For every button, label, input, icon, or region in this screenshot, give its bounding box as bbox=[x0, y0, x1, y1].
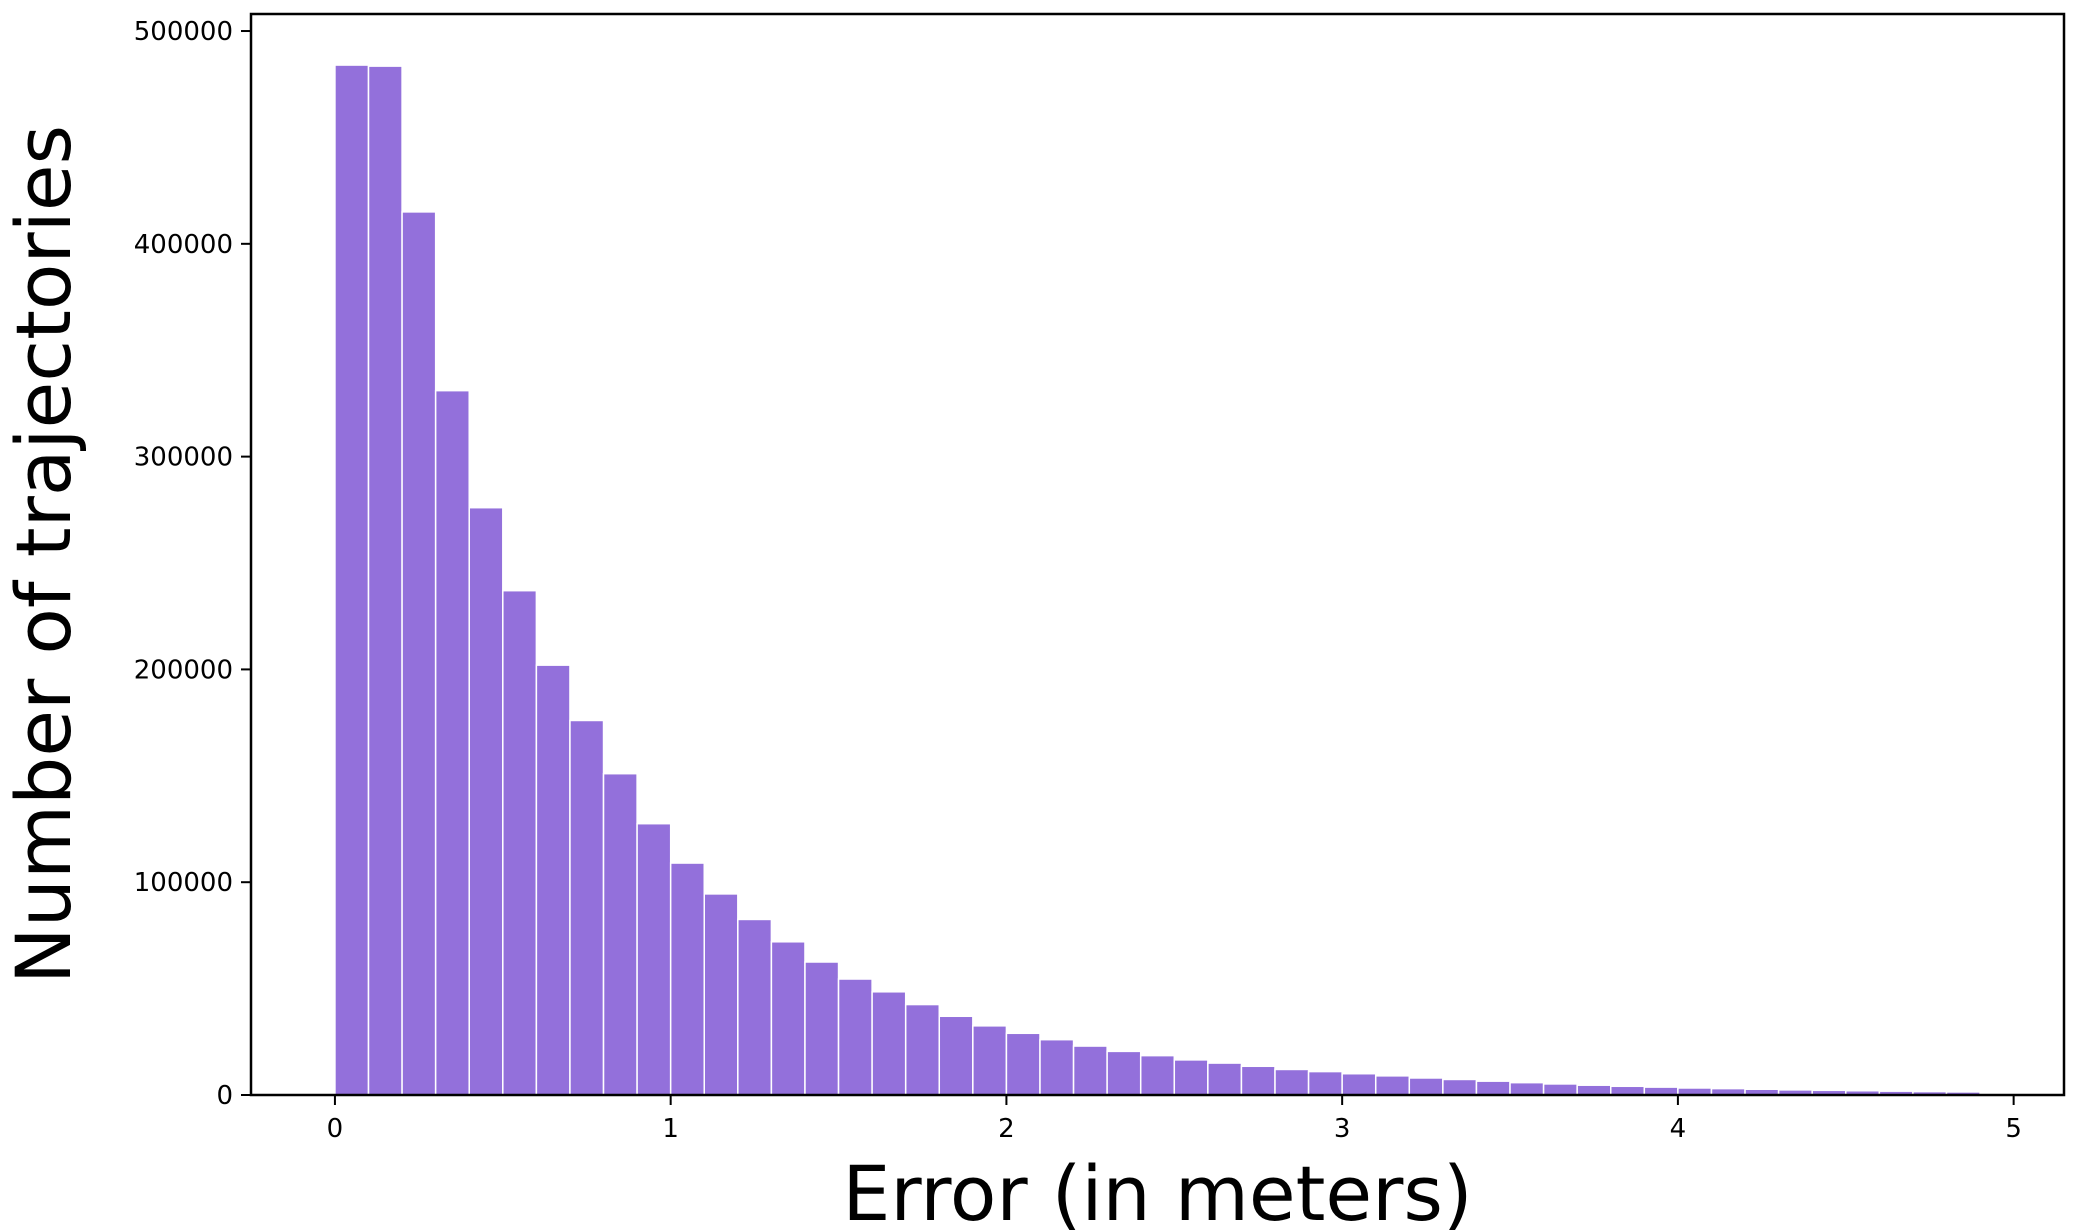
y-tick-label: 100000 bbox=[134, 868, 233, 898]
histogram-bar bbox=[1576, 1084, 1612, 1096]
y-axis-title: Number of trajectories bbox=[0, 125, 88, 984]
histogram-bar bbox=[502, 589, 538, 1096]
histogram-bar bbox=[367, 65, 403, 1096]
histogram-bar bbox=[1374, 1075, 1411, 1096]
y-tick-label: 400000 bbox=[134, 230, 233, 260]
histogram-bars bbox=[334, 64, 1981, 1096]
histogram-bar bbox=[1274, 1068, 1310, 1096]
histogram-bar bbox=[804, 961, 840, 1096]
x-tick-label: 2 bbox=[998, 1114, 1015, 1144]
histogram-bar bbox=[1509, 1081, 1545, 1096]
histogram-bar bbox=[737, 918, 773, 1096]
histogram-bar bbox=[636, 822, 672, 1096]
axis-ticks: 0 1 2 3 4 5 0 100000 200000 300000 400000 500000 bbox=[134, 17, 2022, 1144]
plot-frame bbox=[249, 12, 2066, 1097]
y-tick-label: 500000 bbox=[134, 17, 233, 47]
histogram-bar bbox=[434, 389, 470, 1096]
histogram-bar bbox=[334, 64, 370, 1096]
histogram-bar bbox=[703, 893, 739, 1096]
x-tick-label: 3 bbox=[1334, 1114, 1351, 1144]
histogram-bar bbox=[1039, 1038, 1075, 1096]
x-tick-label: 5 bbox=[2005, 1114, 2022, 1144]
histogram-bar bbox=[1307, 1070, 1343, 1096]
histogram-bar bbox=[1408, 1077, 1444, 1096]
histogram-bar bbox=[1542, 1083, 1578, 1096]
y-tick-label: 0 bbox=[216, 1081, 233, 1111]
histogram-bar bbox=[837, 978, 873, 1096]
y-tick-label: 200000 bbox=[134, 655, 233, 685]
histogram-bar bbox=[1442, 1078, 1478, 1096]
histogram-bar bbox=[1207, 1062, 1243, 1096]
histogram-bar bbox=[770, 941, 806, 1096]
x-axis-title: Error (in meters) bbox=[842, 1149, 1472, 1232]
histogram-bar bbox=[468, 506, 504, 1096]
histogram-bar bbox=[1240, 1065, 1276, 1096]
x-tick-label: 0 bbox=[327, 1114, 344, 1144]
histogram-bar bbox=[1173, 1059, 1209, 1096]
histogram-bar bbox=[401, 211, 437, 1096]
x-tick-label: 1 bbox=[662, 1114, 679, 1144]
histogram-bar bbox=[904, 1003, 941, 1096]
histogram-bar bbox=[1072, 1045, 1108, 1096]
histogram-bar bbox=[602, 772, 638, 1096]
y-tick-label: 300000 bbox=[134, 443, 233, 473]
histogram-bar bbox=[972, 1025, 1008, 1096]
histogram-bar bbox=[1005, 1032, 1041, 1096]
x-tick-label: 4 bbox=[1670, 1114, 1687, 1144]
histogram-bar bbox=[669, 862, 705, 1096]
histogram-bar bbox=[871, 991, 907, 1096]
histogram-bar bbox=[1475, 1080, 1511, 1096]
histogram-bar bbox=[938, 1015, 974, 1096]
histogram-bar bbox=[1341, 1072, 1377, 1096]
histogram-bar bbox=[1139, 1054, 1176, 1096]
histogram-bar bbox=[569, 719, 605, 1096]
histogram-bar bbox=[535, 664, 571, 1096]
histogram-bar bbox=[1610, 1085, 1646, 1096]
histogram-bar bbox=[1106, 1050, 1142, 1096]
